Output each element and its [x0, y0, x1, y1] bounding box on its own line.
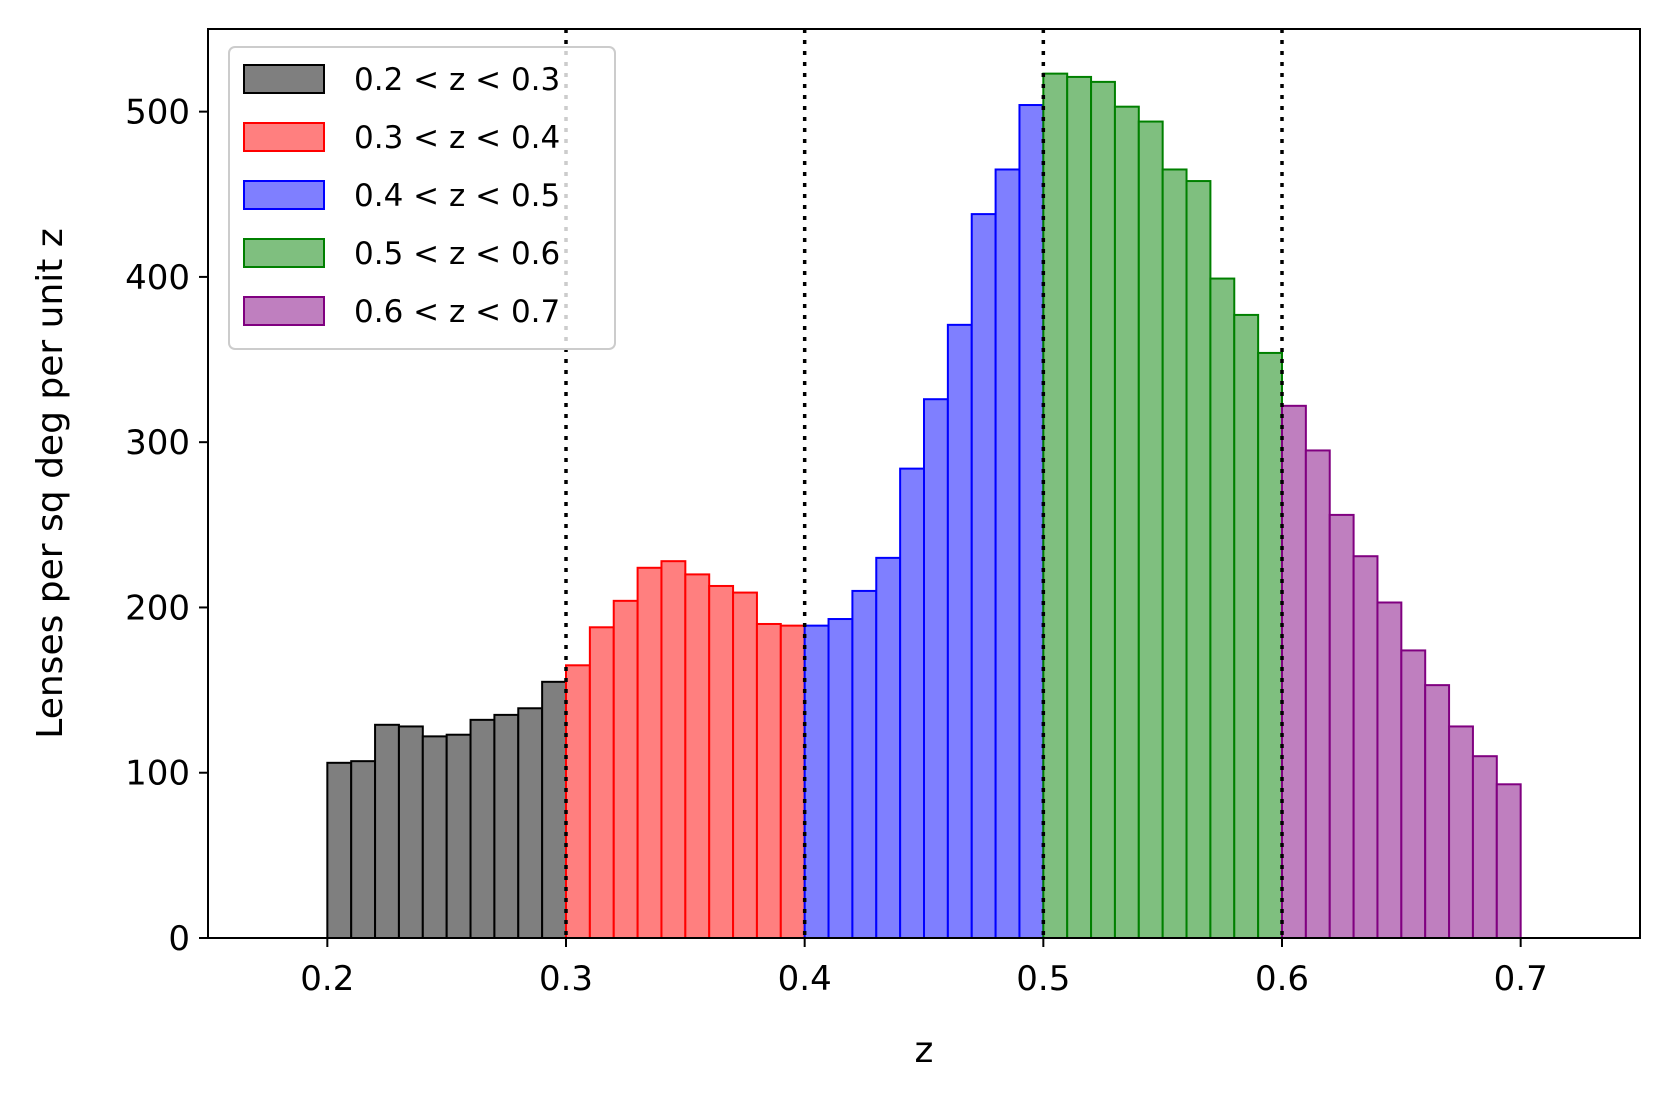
- y-axis-label: Lenses per sq deg per unit z: [30, 228, 71, 738]
- x-tick-label: 0.7: [1494, 959, 1548, 999]
- bar-series-2-bin-10: [779, 624, 806, 939]
- bar-series-5-bin-8: [1448, 725, 1474, 940]
- y-axis: 0 100 200 300 400 500: [125, 93, 208, 959]
- bar-series-4-bin-10: [1257, 351, 1283, 939]
- x-axis: 0.2 0.3 0.4 0.5 0.6 0.7: [300, 938, 1548, 999]
- bar-series-2-bin-3: [612, 599, 639, 939]
- legend-swatch-1: [243, 64, 325, 94]
- bar-series-5-bin-4: [1352, 555, 1379, 939]
- bar-series-1-bin-4: [397, 725, 424, 940]
- y-tick-label: 400: [125, 258, 190, 298]
- bar-series-1-bin-7: [469, 718, 496, 940]
- bar-series-1-bin-8: [493, 713, 520, 940]
- bar-series-5-bin-10: [1495, 783, 1522, 940]
- x-tick-label: 0.6: [1255, 959, 1309, 999]
- bar-series-2-bin-6: [684, 573, 711, 940]
- bar-series-3-bin-7: [946, 323, 973, 939]
- legend-label-2: 0.3 < z < 0.4: [354, 120, 560, 156]
- bar-series-2-bin-7: [708, 584, 735, 940]
- x-axis-label: z: [915, 1030, 934, 1071]
- bar-series-4-bin-7: [1185, 180, 1212, 939]
- legend-box: [228, 46, 616, 350]
- legend-label-5: 0.6 < z < 0.7: [354, 294, 560, 330]
- bar-series-4-bin-2: [1066, 75, 1093, 940]
- y-tick-label: 300: [125, 423, 190, 463]
- legend-swatch-4: [243, 238, 325, 268]
- bar-series-4-bin-4: [1113, 105, 1140, 940]
- plot-frame: [207, 28, 1641, 939]
- x-tick-label: 0.5: [1016, 959, 1070, 999]
- bar-series-1-bin-3: [374, 723, 400, 939]
- y-tick-label: 200: [125, 588, 190, 628]
- bar-series-2-bin-5: [660, 560, 687, 939]
- legend-label-4: 0.5 < z < 0.6: [354, 236, 560, 272]
- bar-series-3-bin-1: [803, 624, 830, 939]
- legend-swatch-5: [243, 296, 325, 326]
- bar-series-2-bin-4: [636, 566, 663, 939]
- bar-series-3-bin-2: [827, 618, 854, 939]
- bar-series-4-bin-9: [1233, 313, 1260, 939]
- bar-series-3-bin-8: [970, 213, 997, 939]
- legend-label-3: 0.4 < z < 0.5: [354, 178, 560, 214]
- bar-series-3-bin-4: [875, 556, 902, 939]
- y-tick-label: 100: [125, 754, 190, 794]
- y-tick-label: 0: [168, 919, 190, 959]
- bar-series-5-bin-7: [1424, 684, 1451, 940]
- bar-series-2-bin-2: [588, 626, 615, 940]
- bar-series-5-bin-5: [1376, 601, 1403, 939]
- bar-series-1-bin-10: [541, 680, 568, 939]
- bar-series-1-bin-1: [326, 761, 353, 939]
- bar-series-5-bin-2: [1304, 449, 1331, 939]
- bar-series-3-bin-3: [851, 589, 878, 939]
- bar-series-5-bin-6: [1400, 649, 1427, 940]
- boundary-lines: [564, 29, 1284, 938]
- bar-series-3-bin-5: [899, 467, 926, 939]
- bar-series-5-bin-1: [1281, 404, 1307, 939]
- bar-series-4-bin-3: [1090, 80, 1116, 940]
- bar-series-5-bin-3: [1328, 513, 1355, 939]
- bar-series-4-bin-6: [1161, 168, 1188, 939]
- bar-series-1-bin-5: [421, 735, 448, 939]
- bar-series-2-bin-8: [732, 591, 758, 940]
- bar-series-2-bin-9: [755, 622, 782, 939]
- bar-series-2-bin-1: [565, 664, 591, 939]
- bar-series-4-bin-1: [1042, 72, 1069, 939]
- legend-swatch-2: [243, 122, 325, 152]
- legend-label-1: 0.2 < z < 0.3: [354, 62, 560, 98]
- bar-series-3-bin-6: [923, 398, 949, 939]
- bar-series-4-bin-5: [1137, 120, 1164, 939]
- bar-series-3-bin-9: [994, 168, 1021, 939]
- bar-series-1-bin-2: [350, 760, 377, 940]
- x-tick-label: 0.3: [539, 959, 593, 999]
- bar-series-4-bin-8: [1209, 277, 1236, 939]
- legend: 0.2 < z < 0.3 0.3 < z < 0.4 0.4 < z < 0.5 0…: [228, 46, 616, 350]
- bar-series-5-bin-9: [1471, 755, 1498, 940]
- x-tick-label: 0.2: [300, 959, 354, 999]
- bar-series-3-bin-10: [1018, 104, 1045, 939]
- y-tick-label: 500: [125, 93, 190, 133]
- x-tick-label: 0.4: [778, 959, 832, 999]
- bar-series-1-bin-6: [445, 733, 472, 939]
- bar-series-1-bin-9: [517, 707, 544, 940]
- legend-swatch-3: [243, 180, 325, 210]
